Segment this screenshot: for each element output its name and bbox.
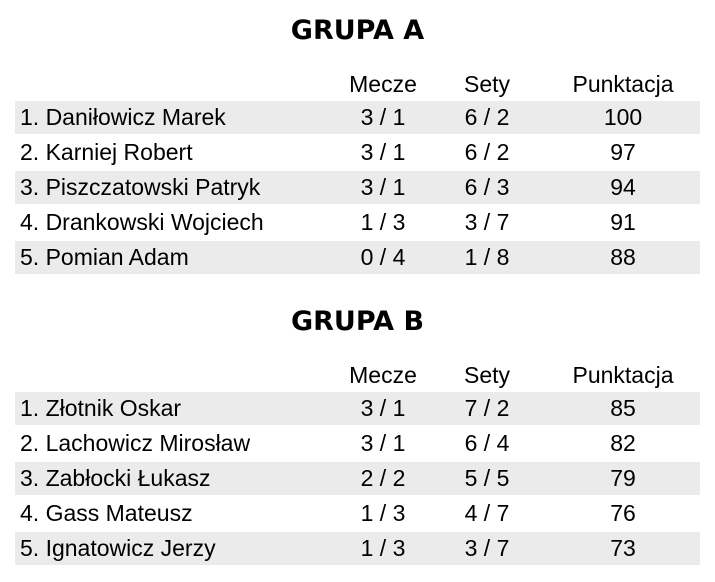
table-row: 4. Gass Mateusz 1 / 3 4 / 7 76: [15, 497, 700, 530]
table-row: 2. Karniej Robert 3 / 1 6 / 2 97: [15, 136, 700, 169]
mecze-cell: 1 / 3: [360, 535, 406, 561]
sety-cell: 3 / 7: [464, 209, 510, 235]
header-row: Mecze Sety Punktacja: [15, 359, 700, 392]
header-punktacja: Punktacja: [572, 71, 674, 97]
mecze-cell: 0 / 4: [360, 244, 406, 270]
punktacja-cell: 82: [610, 430, 636, 456]
table-row: 5. Ignatowicz Jerzy 1 / 3 3 / 7 73: [15, 532, 700, 565]
table-row: 4. Drankowski Wojciech 1 / 3 3 / 7 91: [15, 206, 700, 239]
player-name: 2. Karniej Robert: [20, 139, 193, 165]
player-name: 5. Ignatowicz Jerzy: [20, 535, 216, 561]
header-sety: Sety: [463, 71, 511, 97]
punktacja-cell: 79: [610, 465, 636, 491]
header-mecze: Mecze: [349, 71, 417, 97]
mecze-cell: 1 / 3: [360, 209, 406, 235]
mecze-cell: 3 / 1: [360, 174, 406, 200]
mecze-cell: 1 / 3: [360, 500, 406, 526]
mecze-cell: 2 / 2: [360, 465, 406, 491]
mecze-cell: 3 / 1: [360, 395, 406, 421]
player-name: 4. Gass Mateusz: [20, 500, 193, 526]
player-name: 4. Drankowski Wojciech: [20, 209, 264, 235]
sety-cell: 5 / 5: [464, 465, 510, 491]
punktacja-cell: 88: [610, 244, 636, 270]
mecze-cell: 3 / 1: [360, 430, 406, 456]
header-row: Mecze Sety Punktacja: [15, 68, 700, 101]
player-name: 2. Lachowicz Mirosław: [20, 430, 251, 456]
header-punktacja: Punktacja: [572, 362, 674, 388]
table-row: 3. Piszczatowski Patryk 3 / 1 6 / 3 94: [15, 171, 700, 204]
sety-cell: 3 / 7: [464, 535, 510, 561]
group-title: GRUPA A: [290, 15, 425, 46]
sety-cell: 6 / 4: [464, 430, 510, 456]
punktacja-cell: 76: [610, 500, 636, 526]
punktacja-cell: 97: [610, 139, 636, 165]
punktacja-cell: 94: [610, 174, 636, 200]
mecze-cell: 3 / 1: [360, 139, 406, 165]
player-name: 1. Złotnik Oskar: [20, 395, 182, 421]
punktacja-cell: 100: [603, 104, 643, 130]
player-name: 3. Piszczatowski Patryk: [20, 174, 261, 200]
table-row: 2. Lachowicz Mirosław 3 / 1 6 / 4 82: [15, 427, 700, 460]
punktacja-cell: 91: [610, 209, 636, 235]
header-mecze: Mecze: [349, 362, 417, 388]
sety-cell: 6 / 3: [464, 174, 510, 200]
table-row: 5. Pomian Adam 0 / 4 1 / 8 88: [15, 241, 700, 274]
player-name: 3. Zabłocki Łukasz: [20, 465, 211, 491]
punktacja-cell: 85: [610, 395, 636, 421]
player-name: 5. Pomian Adam: [20, 244, 189, 270]
group-title: GRUPA B: [290, 306, 425, 337]
sety-cell: 1 / 8: [464, 244, 510, 270]
sety-cell: 7 / 2: [464, 395, 510, 421]
sety-cell: 4 / 7: [464, 500, 510, 526]
mecze-cell: 3 / 1: [360, 104, 406, 130]
sety-cell: 6 / 2: [464, 104, 510, 130]
header-sety: Sety: [463, 362, 511, 388]
table-row: 1. Daniłowicz Marek 3 / 1 6 / 2 100: [15, 101, 700, 134]
player-name: 1. Daniłowicz Marek: [20, 104, 226, 130]
punktacja-cell: 73: [610, 535, 636, 561]
sety-cell: 6 / 2: [464, 139, 510, 165]
table-row: 3. Zabłocki Łukasz 2 / 2 5 / 5 79: [15, 462, 700, 495]
table-row: 1. Złotnik Oskar 3 / 1 7 / 2 85: [15, 392, 700, 425]
